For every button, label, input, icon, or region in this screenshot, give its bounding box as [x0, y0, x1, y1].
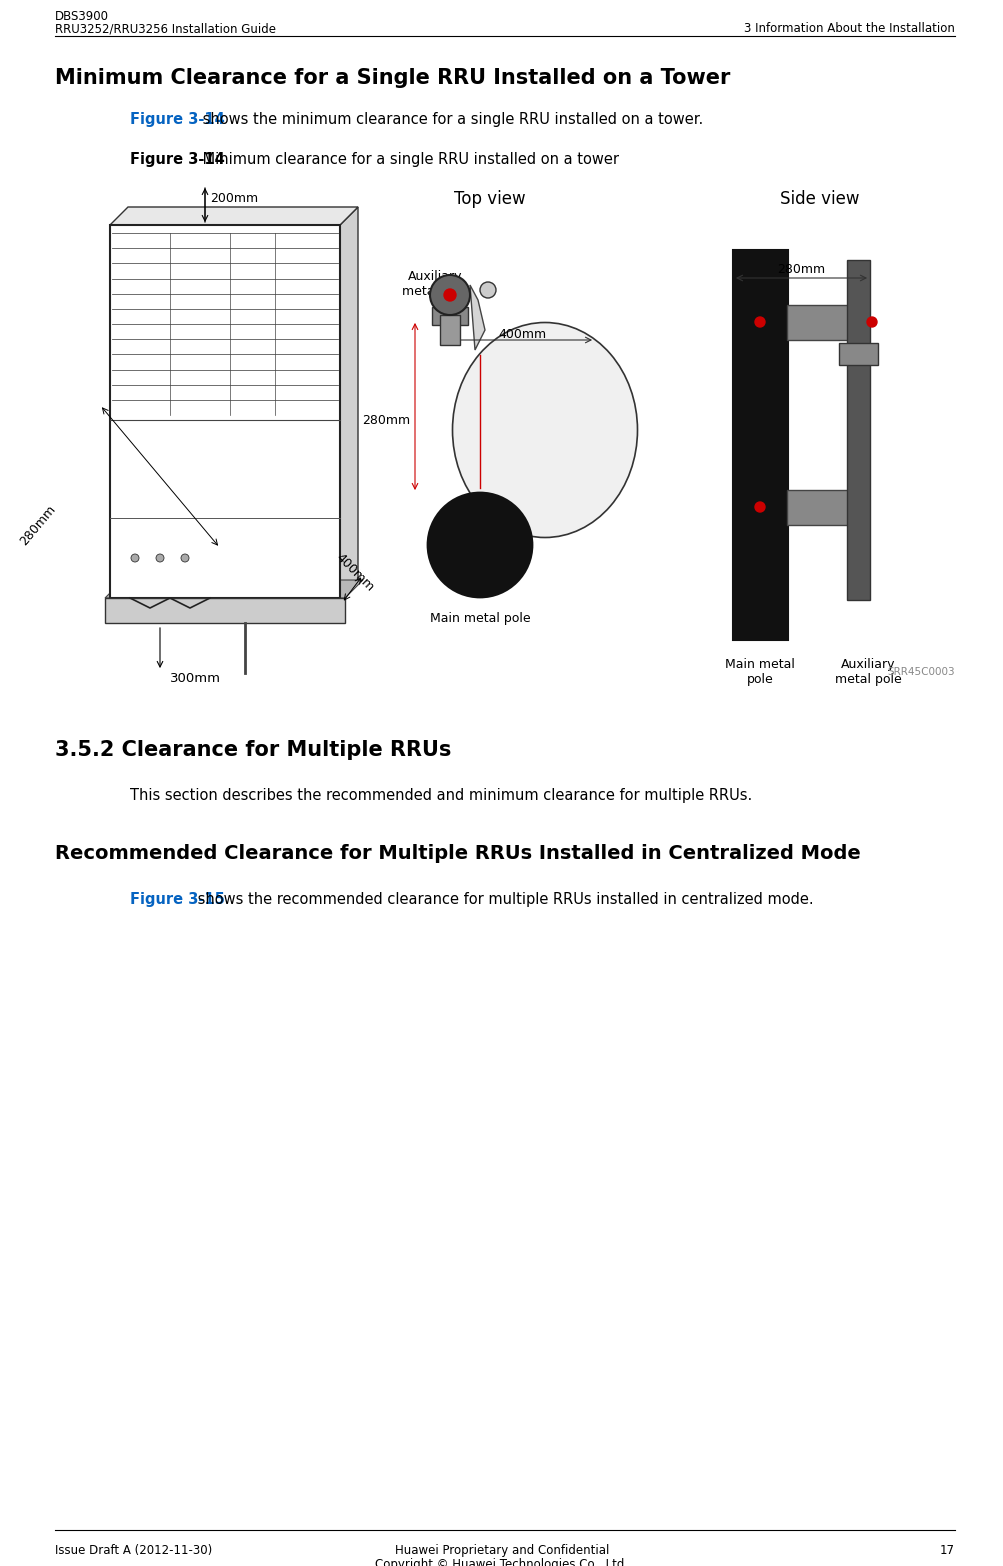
Text: Minimum Clearance for a Single RRU Installed on a Tower: Minimum Clearance for a Single RRU Insta…	[55, 67, 729, 88]
Text: Top view: Top view	[453, 189, 526, 208]
Bar	[786, 305, 852, 340]
Ellipse shape	[452, 323, 637, 537]
Text: 280mm: 280mm	[776, 263, 824, 276]
Text: 300mm: 300mm	[170, 672, 221, 684]
Text: RRU3252/RRU3256 Installation Guide: RRU3252/RRU3256 Installation Guide	[55, 22, 276, 34]
Text: Side view: Side view	[779, 189, 859, 208]
Text: Figure 3-14: Figure 3-14	[129, 152, 225, 168]
Text: DBS3900: DBS3900	[55, 9, 109, 23]
Bar	[786, 490, 852, 525]
Polygon shape	[340, 207, 358, 598]
Text: 17: 17	[939, 1544, 954, 1557]
Text: 280mm: 280mm	[17, 503, 58, 548]
Bar	[431, 307, 467, 326]
Circle shape	[155, 554, 163, 562]
Text: shows the minimum clearance for a single RRU installed on a tower.: shows the minimum clearance for a single…	[198, 113, 702, 127]
Bar	[839, 343, 878, 365]
Text: Recommended Clearance for Multiple RRUs Installed in Centralized Mode: Recommended Clearance for Multiple RRUs …	[55, 844, 860, 863]
Text: This section describes the recommended and minimum clearance for multiple RRUs.: This section describes the recommended a…	[129, 788, 751, 803]
Text: Issue Draft A (2012-11-30): Issue Draft A (2012-11-30)	[55, 1544, 212, 1557]
Text: 3.5.2 Clearance for Multiple RRUs: 3.5.2 Clearance for Multiple RRUs	[55, 741, 451, 760]
Polygon shape	[105, 579, 363, 598]
Text: Main metal pole: Main metal pole	[429, 612, 530, 625]
Bar	[110, 226, 340, 598]
Text: Auxiliary
metal pole: Auxiliary metal pole	[833, 658, 901, 686]
Text: SRR45C0003: SRR45C0003	[887, 667, 954, 677]
Circle shape	[130, 554, 138, 562]
Text: Minimum clearance for a single RRU installed on a tower: Minimum clearance for a single RRU insta…	[198, 152, 619, 168]
Circle shape	[754, 316, 764, 327]
Polygon shape	[469, 285, 484, 349]
Circle shape	[443, 290, 455, 301]
Text: 200mm: 200mm	[210, 191, 258, 205]
Text: 400mm: 400mm	[497, 327, 546, 341]
Text: Figure 3-15: Figure 3-15	[129, 893, 225, 907]
Circle shape	[754, 503, 764, 512]
Polygon shape	[110, 207, 358, 226]
Circle shape	[427, 493, 532, 597]
Circle shape	[429, 276, 469, 315]
Text: Copyright © Huawei Technologies Co., Ltd.: Copyright © Huawei Technologies Co., Ltd…	[375, 1558, 628, 1566]
Bar	[847, 260, 870, 600]
Text: shows the recommended clearance for multiple RRUs installed in centralized mode.: shows the recommended clearance for mult…	[193, 893, 812, 907]
Circle shape	[479, 282, 495, 298]
Text: 400mm: 400mm	[333, 551, 376, 595]
Text: 280mm: 280mm	[361, 413, 409, 426]
Text: Figure 3-14: Figure 3-14	[129, 113, 225, 127]
Circle shape	[181, 554, 189, 562]
Bar	[732, 251, 787, 640]
Bar	[105, 598, 345, 623]
Text: Auxiliary
metal pole: Auxiliary metal pole	[401, 269, 468, 298]
Circle shape	[867, 316, 877, 327]
Bar	[439, 315, 459, 345]
Text: Huawei Proprietary and Confidential: Huawei Proprietary and Confidential	[394, 1544, 609, 1557]
Text: Main metal
pole: Main metal pole	[724, 658, 794, 686]
Text: 3 Information About the Installation: 3 Information About the Installation	[743, 22, 954, 34]
